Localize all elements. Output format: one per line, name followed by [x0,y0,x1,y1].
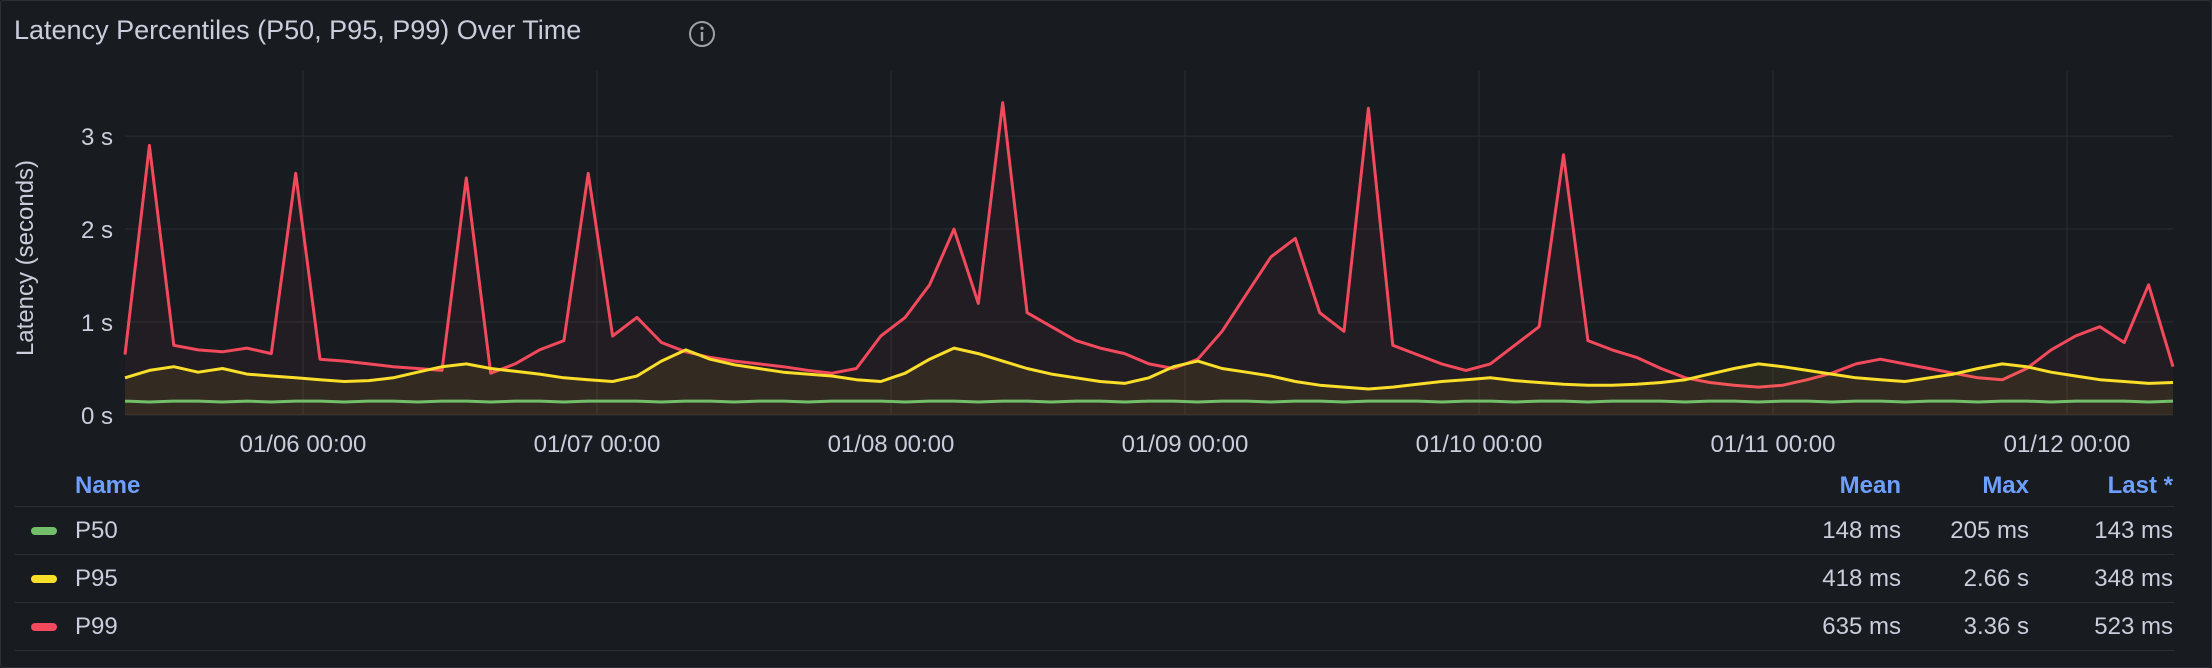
series-line-p99[interactable] [123,101,2175,389]
legend-max-value: 2.66 s [1963,564,2029,592]
legend-row-p99[interactable]: P99 635 ms 3.36 s 523 ms [15,603,2175,651]
x-tick-label: 01/06 00:00 [240,431,367,458]
legend-header-name[interactable]: Name [75,472,141,499]
chart-grid [125,71,2173,416]
x-tick-label: 01/11 00:00 [1710,431,1835,458]
legend-table: Name Mean Max Last * P50 148 ms 205 ms 1… [15,466,2175,651]
x-tick-label: 01/07 00:00 [534,431,661,458]
series-swatch-p95 [31,574,57,583]
panel-title: Latency Percentiles (P50, P95, P99) Over… [14,15,582,45]
latency-chart[interactable]: 0 s 1 s 2 s 3 s 01/06 00:00 01/07 00:00 01/08… [1,71,2212,461]
series-swatch-p99 [31,622,57,631]
legend-series-name[interactable]: P99 [75,612,118,640]
legend-max-value: 3.36 s [1963,612,2029,640]
x-tick-label: 01/10 00:00 [1416,431,1543,458]
legend-last-value: 523 ms [2094,612,2173,640]
legend-series-name[interactable]: P50 [75,516,118,544]
series-line-p50[interactable] [124,399,2174,404]
series-area-p99 [125,102,2173,415]
x-axis: 01/06 00:00 01/07 00:00 01/08 00:00 01/09 0… [240,431,2131,458]
legend-header-row: Name Mean Max Last * [15,466,2175,507]
legend-mean-value: 148 ms [1822,516,1901,544]
legend-header-last[interactable]: Last * [2107,472,2173,499]
series-area-p95 [125,348,2173,415]
legend-series-name[interactable]: P95 [75,564,118,592]
y-tick-label: 0 s [81,403,113,430]
legend-header-max[interactable]: Max [1982,472,2029,499]
y-axis-label: Latency (seconds) [12,160,39,356]
series-layer [123,101,2175,415]
x-tick-label: 01/12 00:00 [2004,431,2131,458]
legend-max-value: 205 ms [1950,516,2029,544]
legend-mean-value: 418 ms [1822,564,1901,592]
info-circle-icon[interactable] [687,19,717,49]
y-tick-label: 1 s [81,310,113,337]
legend-row-p95[interactable]: P95 418 ms 2.66 s 348 ms [15,555,2175,603]
y-tick-label: 3 s [81,124,113,151]
series-line-p95[interactable] [124,346,2174,391]
legend-row-p50[interactable]: P50 148 ms 205 ms 143 ms [15,507,2175,555]
x-tick-label: 01/09 00:00 [1122,431,1249,458]
series-swatch-p50 [31,526,57,535]
legend-last-value: 143 ms [2094,516,2173,544]
y-tick-label: 2 s [81,217,113,244]
x-tick-label: 01/08 00:00 [828,431,955,458]
legend-mean-value: 635 ms [1822,612,1901,640]
y-axis: 0 s 1 s 2 s 3 s [81,124,113,430]
legend-last-value: 348 ms [2094,564,2173,592]
legend-header-mean[interactable]: Mean [1839,472,1901,499]
